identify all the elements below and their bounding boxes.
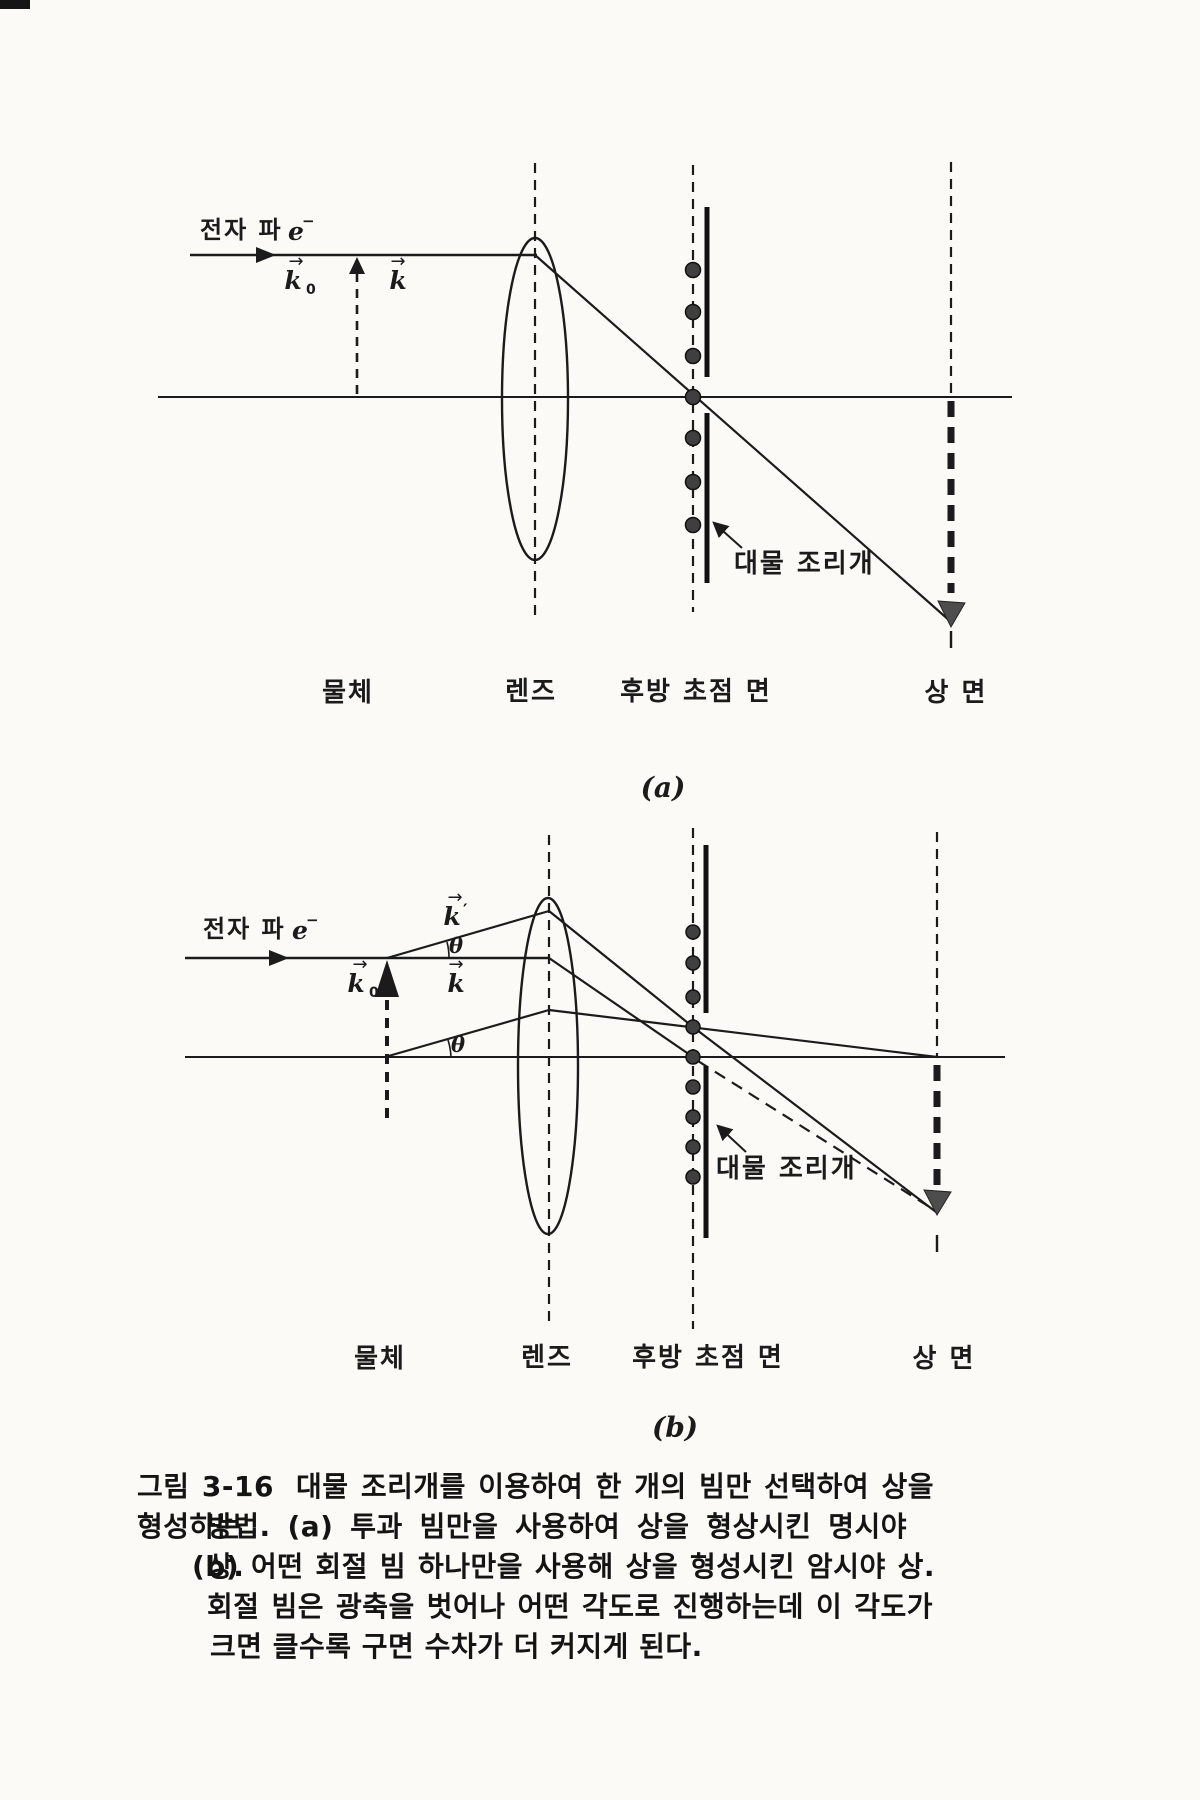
electron-symbol: e xyxy=(292,916,308,945)
k0-subscript: 0 xyxy=(306,282,316,298)
caption-line-5: 크면 클수록 구면 수차가 더 커지게 된다. xyxy=(210,1630,703,1663)
lens-ellipse xyxy=(500,236,570,562)
electron-wave-label: 전자 파 xyxy=(203,915,286,943)
image-arrow-icon xyxy=(937,600,966,629)
beam-arrowhead-icon xyxy=(269,950,289,966)
diffraction-spots xyxy=(685,924,701,1185)
k-vector-arrow-icon: → xyxy=(390,251,405,272)
object-arrow-icon xyxy=(349,257,365,274)
k-vector-arrow-icon: → xyxy=(448,954,463,975)
image-plane-label: 상 면 xyxy=(925,678,988,708)
theta-label-top: θ xyxy=(449,933,463,958)
lens-ellipse xyxy=(516,896,580,1236)
object-plane-label: 물체 xyxy=(322,678,374,708)
k-vector-label: k xyxy=(447,969,464,998)
theta-label-bottom: θ xyxy=(451,1032,465,1057)
lens-label: 렌즈 xyxy=(521,1343,573,1373)
object-arrow-icon xyxy=(375,960,399,997)
diffracted-ray-from-base xyxy=(384,1008,550,1059)
k0-vector-arrow-icon: → xyxy=(352,954,367,975)
back-focal-plane-label: 후방 초점 면 xyxy=(632,1343,784,1373)
scan-artifact xyxy=(0,0,30,9)
beam-arrowhead-icon xyxy=(256,247,276,263)
image-plane-label: 상 면 xyxy=(913,1344,976,1374)
blocked-transmitted-ray-dashed xyxy=(697,1060,929,1207)
diffraction-spot xyxy=(685,1079,701,1095)
kprime-mark: ′ xyxy=(463,901,468,921)
theta-arc-bottom xyxy=(447,1039,452,1058)
electron-superscript: − xyxy=(302,212,315,230)
diffraction-spot-selected xyxy=(685,1019,701,1035)
caption-line-4: 회절 빔은 광축을 벗어나 어떤 각도로 진행하는데 이 각도가 xyxy=(207,1590,933,1623)
k0-vector-label: k xyxy=(347,969,364,998)
diffraction-spot xyxy=(685,1169,701,1185)
diffraction-spot xyxy=(684,303,702,321)
figure-3-16-diagrams: 대물 조리개 전자 파 e − → k 0 → k 물체 렌즈 후방 초점 면 … xyxy=(158,162,1012,1444)
transmitted-ray xyxy=(548,957,694,1058)
diffraction-spot-central xyxy=(684,388,702,406)
caption-text: 대물 조리개를 이용하여 한 개의 빔만 선택하여 상을 형성하는 xyxy=(137,1470,935,1543)
diffraction-spot xyxy=(685,924,701,940)
k-vector-label: k xyxy=(389,266,406,295)
diffraction-spot xyxy=(684,261,702,279)
caption-line-3: (b) 어떤 회절 빔 하나만을 사용해 상을 형성시킨 암시야 상. xyxy=(192,1550,935,1583)
panel-tag-a: (a) xyxy=(641,771,686,804)
transmitted-ray xyxy=(534,254,951,622)
lens-label: 렌즈 xyxy=(505,677,557,707)
diagram-a: 대물 조리개 전자 파 e − → k 0 → k 물체 렌즈 후방 초점 면 … xyxy=(158,162,1012,804)
k0-vector-arrow-icon: → xyxy=(288,251,303,272)
kprime-vector-arrow-icon: → xyxy=(447,887,462,908)
aperture-label: 대물 조리개 xyxy=(734,549,875,579)
aperture-label: 대물 조리개 xyxy=(716,1154,857,1184)
diffraction-spot xyxy=(684,429,702,447)
image-arrow-icon xyxy=(923,1189,952,1217)
aperture-callout-arrow xyxy=(716,1124,747,1153)
electron-superscript: − xyxy=(306,911,319,929)
refracted-base-ray xyxy=(548,1008,938,1059)
diffraction-spot xyxy=(684,516,702,534)
aperture-callout-arrow xyxy=(712,521,743,549)
diffraction-spot xyxy=(684,347,702,365)
diffraction-spot xyxy=(685,1139,701,1155)
electron-wave-label: 전자 파 xyxy=(200,216,283,244)
diffraction-spots xyxy=(684,261,702,534)
diffraction-spot-central xyxy=(685,1049,701,1065)
k0-subscript: 0 xyxy=(369,985,379,1001)
diffraction-spot xyxy=(684,473,702,491)
caption-line-2: 방법. (a) 투과 빔만을 사용하여 상을 형상시킨 명시야 상. xyxy=(207,1510,907,1583)
panel-tag-b: (b) xyxy=(652,1411,698,1444)
diffraction-spot xyxy=(685,989,701,1005)
k0-vector-label: k xyxy=(284,266,301,295)
object-plane-label: 물체 xyxy=(354,1344,406,1374)
diffraction-spot xyxy=(685,955,701,971)
caption-line-1: 그림 3-16 대물 조리개를 이용하여 한 개의 빔만 선택하여 상을 형성하는 xyxy=(137,1467,934,1547)
back-focal-plane-label: 후방 초점 면 xyxy=(620,677,772,707)
diffraction-spot xyxy=(685,1109,701,1125)
figure-number-label: 그림 3-16 xyxy=(137,1470,274,1503)
electron-symbol: e xyxy=(288,217,304,246)
diffracted-ray-from-tip xyxy=(386,909,550,960)
kprime-vector-label: k xyxy=(443,902,460,931)
diagram-b: 대물 조리개 전자 파 e − → k 0 → k → k ′ θ θ xyxy=(185,828,1005,1444)
theta-arc-top xyxy=(446,941,450,959)
